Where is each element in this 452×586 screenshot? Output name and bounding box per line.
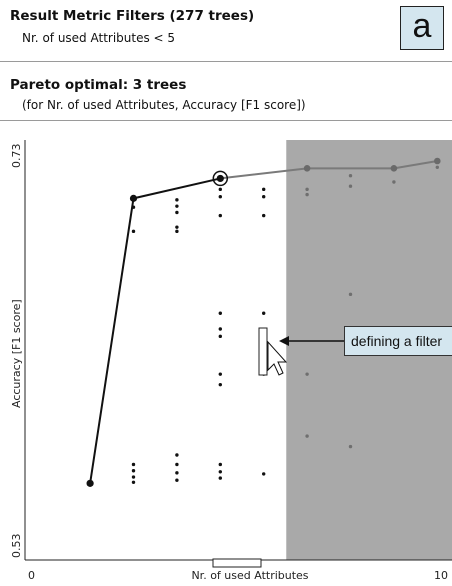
- scatter-points: [131, 165, 439, 484]
- divider: [0, 120, 452, 121]
- data-point: [175, 478, 179, 482]
- data-point: [262, 311, 266, 315]
- data-point: [435, 165, 439, 169]
- data-point: [175, 225, 179, 229]
- data-point: [218, 187, 222, 192]
- data-point: [175, 210, 179, 215]
- data-point: [131, 229, 136, 234]
- data-point: [218, 372, 222, 376]
- data-point: [305, 372, 309, 376]
- y-tick-label-max: 0.73: [10, 144, 23, 169]
- x-axis-filter-handle[interactable]: [212, 558, 262, 568]
- panel-letter-badge: a: [400, 6, 444, 50]
- data-point: [131, 475, 136, 479]
- x-tick-label-min: 0: [28, 569, 35, 582]
- annotation-arrow-head-icon: [279, 336, 289, 346]
- data-point: [218, 334, 222, 339]
- data-point: [305, 187, 309, 192]
- data-point: [348, 174, 353, 178]
- data-point: [262, 472, 266, 476]
- data-point: [131, 480, 136, 484]
- data-point: [348, 292, 353, 297]
- pareto-point-excluded: [390, 165, 398, 172]
- data-point: [218, 462, 222, 467]
- data-point: [175, 453, 179, 457]
- data-point: [262, 187, 266, 192]
- pareto-point-excluded: [303, 165, 311, 172]
- data-point: [175, 204, 179, 208]
- result-metric-filters-title: Result Metric Filters (277 trees): [10, 8, 255, 24]
- highlighted-pareto-point-ring[interactable]: [212, 170, 229, 187]
- data-point: [262, 213, 266, 218]
- data-point: [175, 198, 179, 202]
- pareto-line-included: [89, 177, 221, 484]
- pareto-front: [86, 157, 441, 487]
- data-point: [305, 192, 309, 197]
- active-filter-text: Nr. of used Attributes < 5: [22, 31, 176, 45]
- pareto-point: [86, 479, 94, 487]
- data-point: [305, 434, 309, 438]
- data-point: [175, 229, 179, 234]
- data-point: [218, 327, 222, 331]
- pareto-optimal-subtitle: (for Nr. of used Attributes, Accuracy [F…: [22, 98, 306, 112]
- x-tick-label-max: 10: [434, 569, 448, 582]
- pareto-line-excluded: [220, 160, 438, 180]
- pareto-point-excluded: [434, 157, 441, 165]
- pareto-point: [216, 174, 224, 183]
- data-point: [175, 471, 179, 475]
- data-point: [348, 444, 353, 449]
- pareto-optimal-title: Pareto optimal: 3 trees: [10, 77, 187, 93]
- data-point: [218, 311, 222, 315]
- annotation-callout: defining a filter: [344, 326, 452, 356]
- pareto-point: [129, 194, 138, 202]
- data-point: [218, 470, 222, 474]
- y-axis-label: Accuracy [F1 score]: [10, 299, 23, 408]
- x-axis-label: Nr. of used Attributes: [191, 569, 308, 582]
- data-point: [175, 462, 179, 467]
- data-point: [218, 213, 222, 218]
- divider: [0, 61, 452, 62]
- data-point: [218, 476, 222, 480]
- mouse-cursor-icon: [267, 340, 288, 376]
- data-point: [218, 195, 222, 199]
- data-point: [262, 195, 266, 199]
- data-point: [348, 184, 353, 188]
- y-tick-label-min: 0.53: [10, 534, 23, 559]
- filter-drag-handle[interactable]: [258, 327, 268, 376]
- data-point: [131, 462, 136, 467]
- data-point: [392, 180, 396, 184]
- data-point: [218, 382, 222, 387]
- data-point: [131, 469, 136, 473]
